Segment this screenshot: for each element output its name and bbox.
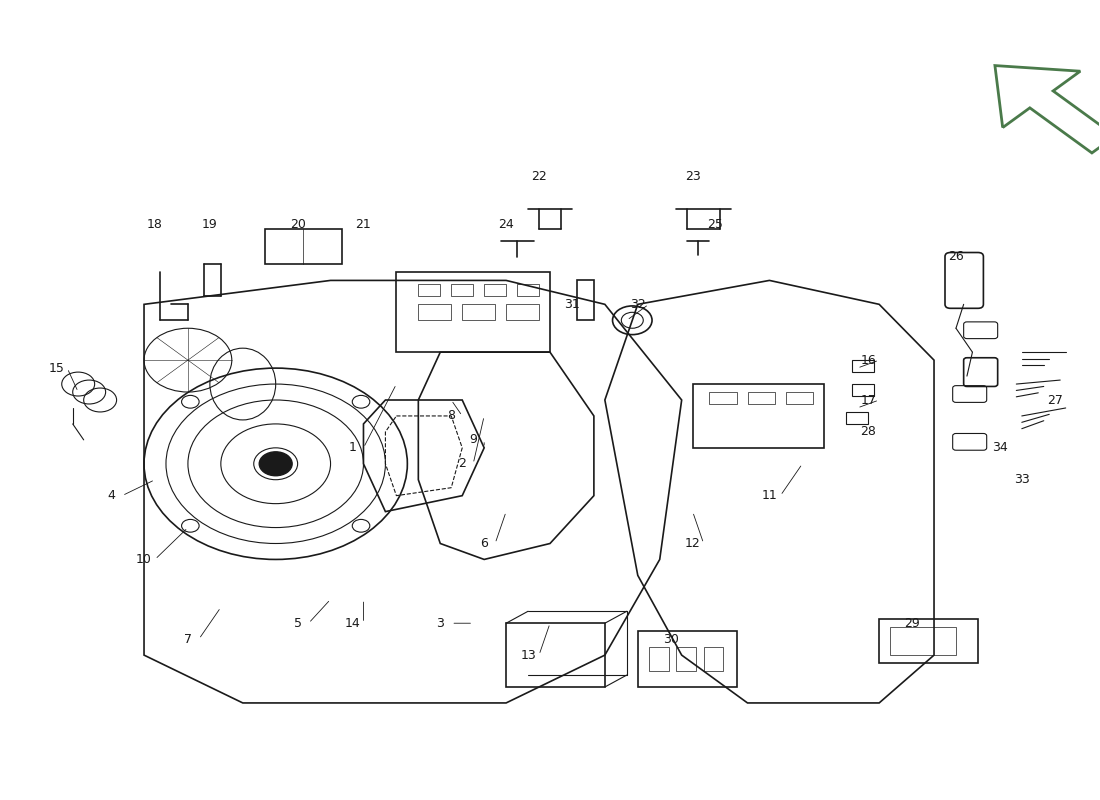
Text: 33: 33 bbox=[1014, 474, 1030, 486]
Bar bbox=[846, 412, 868, 424]
Text: 22: 22 bbox=[531, 170, 547, 183]
Bar bbox=[748, 392, 774, 404]
Text: 20: 20 bbox=[289, 218, 306, 231]
Text: 12: 12 bbox=[685, 537, 701, 550]
Bar bbox=[578, 281, 594, 320]
Text: 6: 6 bbox=[481, 537, 488, 550]
Text: 13: 13 bbox=[520, 649, 536, 662]
Bar bbox=[462, 304, 495, 320]
Bar bbox=[851, 384, 873, 396]
Bar bbox=[890, 627, 956, 655]
Text: 21: 21 bbox=[355, 218, 372, 231]
Bar bbox=[704, 647, 724, 671]
Bar bbox=[418, 285, 440, 296]
Bar bbox=[451, 285, 473, 296]
Text: 2: 2 bbox=[459, 458, 466, 470]
Text: 24: 24 bbox=[498, 218, 514, 231]
Text: 30: 30 bbox=[663, 633, 679, 646]
Text: 16: 16 bbox=[860, 354, 876, 366]
Text: 29: 29 bbox=[904, 617, 920, 630]
Text: 27: 27 bbox=[1047, 394, 1063, 406]
Circle shape bbox=[260, 452, 293, 476]
Text: 14: 14 bbox=[344, 617, 361, 630]
Bar bbox=[785, 392, 813, 404]
Text: 25: 25 bbox=[706, 218, 723, 231]
Text: 26: 26 bbox=[948, 250, 964, 263]
Bar bbox=[517, 285, 539, 296]
Text: 28: 28 bbox=[860, 426, 876, 438]
Text: 1: 1 bbox=[349, 442, 356, 454]
Text: 4: 4 bbox=[107, 489, 116, 502]
Text: 17: 17 bbox=[860, 394, 876, 406]
Text: 32: 32 bbox=[630, 298, 646, 311]
Bar bbox=[851, 360, 873, 372]
Bar bbox=[484, 285, 506, 296]
Text: 18: 18 bbox=[147, 218, 163, 231]
Text: 7: 7 bbox=[184, 633, 191, 646]
Text: 5: 5 bbox=[294, 617, 301, 630]
Text: 8: 8 bbox=[448, 410, 455, 422]
Text: 15: 15 bbox=[48, 362, 64, 374]
Bar bbox=[418, 304, 451, 320]
Text: 3: 3 bbox=[437, 617, 444, 630]
Bar bbox=[649, 647, 669, 671]
Text: 9: 9 bbox=[470, 434, 477, 446]
Bar bbox=[710, 392, 737, 404]
Text: 10: 10 bbox=[136, 553, 152, 566]
Bar bbox=[676, 647, 696, 671]
Text: 19: 19 bbox=[202, 218, 218, 231]
Text: 11: 11 bbox=[761, 489, 778, 502]
Text: 23: 23 bbox=[685, 170, 701, 183]
Text: 34: 34 bbox=[992, 442, 1008, 454]
Text: 31: 31 bbox=[564, 298, 580, 311]
Bar bbox=[506, 304, 539, 320]
